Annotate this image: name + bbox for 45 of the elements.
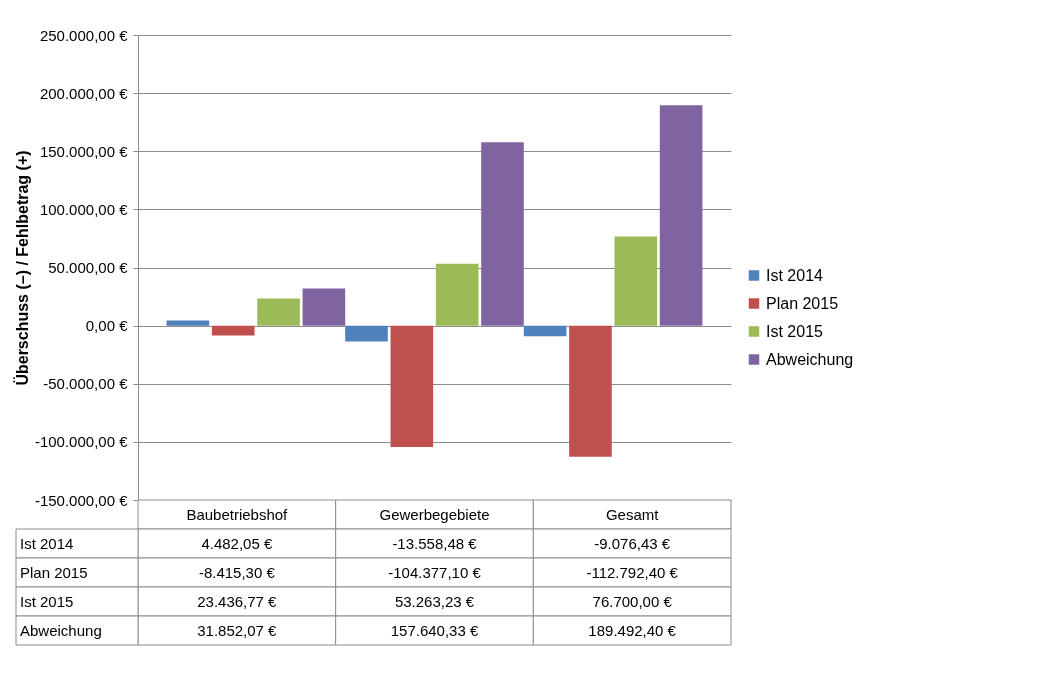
y-tick-label: 250.000,00 € xyxy=(39,26,129,44)
legend-label: Plan 2015 xyxy=(766,294,839,312)
data-label: -13.558,48 € xyxy=(392,534,478,552)
text: Ist 2014 xyxy=(20,534,74,552)
legend-label: Ist 2015 xyxy=(766,322,824,340)
y-tick-label: 200.000,00 € xyxy=(39,84,129,102)
y-tick-label: -100.000,00 € xyxy=(34,433,129,451)
y-tick-label: 0,00 € xyxy=(85,317,129,335)
data-label: -104.377,10 € xyxy=(388,563,482,581)
y-tick-label: 100.000,00 € xyxy=(39,200,129,218)
bar xyxy=(390,325,434,447)
bar xyxy=(166,320,210,326)
data-label: 189.492,40 € xyxy=(588,621,677,639)
bar xyxy=(614,236,658,326)
y-tick-label: 50.000,00 € xyxy=(48,259,129,276)
bar xyxy=(211,325,255,336)
text: Abweichung xyxy=(20,621,102,639)
bar xyxy=(345,325,388,342)
y-tick-label: -150.000,00 € xyxy=(34,491,129,509)
data-label: 4.482,05 € xyxy=(201,534,273,552)
legend-label: Ist 2014 xyxy=(766,266,824,284)
x-tick-label: Baubetriebshof xyxy=(186,505,289,523)
y-tick-label: -50.000,00 € xyxy=(43,375,129,393)
bar xyxy=(257,298,300,326)
text: Plan 2015 xyxy=(20,563,88,581)
data-label: 157.640,33 € xyxy=(390,621,479,639)
y-axis-title: Überschuss (–) / Fehlbetrag (+) xyxy=(12,150,31,386)
data-label: -8.415,30 € xyxy=(198,563,276,581)
bar xyxy=(435,263,479,326)
data-label: 76.700,00 € xyxy=(592,592,673,610)
bar xyxy=(481,142,524,326)
data-label: -112.792,40 € xyxy=(586,563,679,581)
legend-label: Abweichung xyxy=(766,350,854,368)
bar xyxy=(569,325,612,457)
data-label: 23.436,77 € xyxy=(197,592,278,610)
bar xyxy=(523,325,567,337)
data-label: 53.263,23 € xyxy=(394,592,475,610)
data-label: 31.852,07 € xyxy=(197,621,278,639)
x-tick-label: Gewerbegebiete xyxy=(379,505,490,523)
text: Ist 2015 xyxy=(20,592,74,610)
bar xyxy=(659,105,703,326)
data-label: -9.076,43 € xyxy=(594,534,671,552)
x-tick-label: Gesamt xyxy=(605,505,660,523)
y-tick-label: 150.000,00 € xyxy=(39,142,129,160)
bar xyxy=(302,288,346,326)
